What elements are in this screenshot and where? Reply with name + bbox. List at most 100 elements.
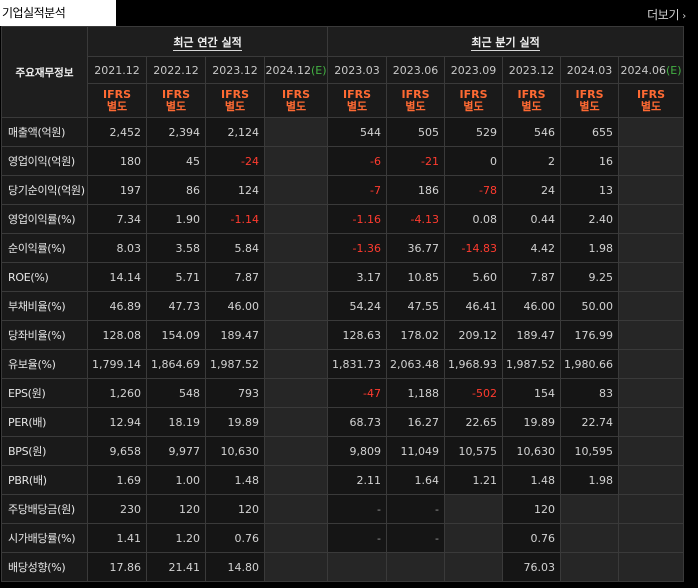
table-cell: 22.65 — [444, 407, 504, 437]
accounting-standard-cell: IFRS 별도 — [263, 83, 329, 118]
table-cell: -4.13 — [386, 204, 446, 234]
table-cell: 5.60 — [444, 262, 504, 292]
table-row: 영업이익(억원) 180 45 -24 -6 -21 0 2 16 — [1, 146, 685, 176]
table-cell: 47.55 — [386, 291, 446, 321]
row-label: 시가배당률(%) — [1, 523, 88, 553]
table-cell: 16 — [560, 146, 620, 176]
table-cell: 9.25 — [560, 262, 620, 292]
accounting-standard-cell: IFRS 별도 — [618, 83, 685, 118]
period-header-annual: 2022.12 — [146, 56, 206, 84]
table-cell: 120 — [146, 494, 206, 524]
table-cell — [327, 552, 388, 582]
table-cell: 1.21 — [444, 465, 504, 495]
table-cell: 0.76 — [205, 523, 265, 553]
table-cell: - — [386, 523, 446, 553]
period-header-annual: 2024.12(E) — [263, 56, 329, 84]
more-link[interactable]: 더보기 › — [647, 6, 686, 23]
period-header-annual: 2021.12 — [87, 56, 147, 84]
table-cell: 529 — [444, 117, 504, 147]
table-cell — [618, 407, 685, 437]
table-cell: -78 — [444, 175, 504, 205]
table-cell: 1,188 — [386, 378, 446, 408]
annual-results-label: 최근 연간 실적 — [173, 35, 242, 51]
table-cell: 10,575 — [444, 436, 504, 466]
table-cell — [263, 204, 329, 234]
table-cell: 4.42 — [502, 233, 562, 263]
table-cell: 1.64 — [386, 465, 446, 495]
table-cell: 128.63 — [327, 320, 388, 350]
table-cell — [560, 552, 620, 582]
row-label: 유보율(%) — [1, 349, 88, 379]
table-cell: 1,864.69 — [146, 349, 206, 379]
table-cell: 8.03 — [87, 233, 147, 263]
table-row: 당기순이익(억원) 197 86 124 -7 186 -78 24 13 — [1, 175, 685, 205]
table-cell: - — [386, 494, 446, 524]
table-cell: 17.86 — [87, 552, 147, 582]
table-cell: 1.48 — [502, 465, 562, 495]
row-label: 주당배당금(원) — [1, 494, 88, 524]
accounting-standard-cell: IFRS 별도 — [502, 83, 562, 118]
table-cell: - — [327, 494, 388, 524]
table-cell: 1.20 — [146, 523, 206, 553]
table-cell — [263, 349, 329, 379]
table-cell: 1.98 — [560, 233, 620, 263]
period-header-quarter: 2023.09 — [444, 56, 504, 84]
period-header-quarter: 2024.06(E) — [618, 56, 685, 84]
table-cell: 5.71 — [146, 262, 206, 292]
table-cell: 19.89 — [502, 407, 562, 437]
table-cell: 2,394 — [146, 117, 206, 147]
row-label: 당좌비율(%) — [1, 320, 88, 350]
table-cell — [618, 204, 685, 234]
row-label: 영업이익률(%) — [1, 204, 88, 234]
table-cell: 178.02 — [386, 320, 446, 350]
period-header-quarter: 2024.03 — [560, 56, 620, 84]
table-cell: 45 — [146, 146, 206, 176]
table-cell: 83 — [560, 378, 620, 408]
table-cell: 176.99 — [560, 320, 620, 350]
row-label: 당기순이익(억원) — [1, 175, 88, 205]
row-label: 매출액(억원) — [1, 117, 88, 147]
table-cell: 9,977 — [146, 436, 206, 466]
table-cell: 2,063.48 — [386, 349, 446, 379]
table-cell: 36.77 — [386, 233, 446, 263]
table-row: 주당배당금(원) 230 120 120- -120 — [1, 494, 685, 524]
table-cell: -21 — [386, 146, 446, 176]
period-header-annual: 2023.12 — [205, 56, 265, 84]
table-cell — [263, 523, 329, 553]
table-cell: 0 — [444, 146, 504, 176]
table-cell: 1,831.73 — [327, 349, 388, 379]
table-cell: 7.87 — [502, 262, 562, 292]
table-cell: 1.00 — [146, 465, 206, 495]
table-cell — [618, 436, 685, 466]
table-cell: 544 — [327, 117, 388, 147]
accounting-standard-cell: IFRS 별도 — [560, 83, 620, 118]
row-label: 부채비율(%) — [1, 291, 88, 321]
table-cell: -502 — [444, 378, 504, 408]
estimate-marker: (E) — [666, 63, 682, 77]
table-cell: 46.89 — [87, 291, 147, 321]
table-row: 영업이익률(%) 7.34 1.90 -1.14 -1.16 -4.13 0.08 0.44 2… — [1, 204, 685, 234]
table-cell: 0.08 — [444, 204, 504, 234]
table-cell: -47 — [327, 378, 388, 408]
table-cell: -1.36 — [327, 233, 388, 263]
table-cell: 3.17 — [327, 262, 388, 292]
chevron-right-icon: › — [682, 11, 686, 22]
table-cell — [263, 262, 329, 292]
table-cell — [618, 117, 685, 147]
table-cell — [618, 262, 685, 292]
table-cell: 189.47 — [502, 320, 562, 350]
table-cell: 10,630 — [502, 436, 562, 466]
table-cell: 2.40 — [560, 204, 620, 234]
table-cell: 548 — [146, 378, 206, 408]
table-cell — [263, 175, 329, 205]
table-cell: 9,658 — [87, 436, 147, 466]
table-cell: - — [327, 523, 388, 553]
table-cell — [444, 523, 504, 553]
table-cell: 5.84 — [205, 233, 265, 263]
row-label: EPS(원) — [1, 378, 88, 408]
table-cell: 655 — [560, 117, 620, 147]
section-title: 기업실적분석 — [0, 0, 116, 26]
key-financials-header: 주요재무정보 — [1, 26, 88, 118]
accounting-standard-cell: IFRS 별도 — [87, 83, 147, 118]
table-cell: 1,980.66 — [560, 349, 620, 379]
